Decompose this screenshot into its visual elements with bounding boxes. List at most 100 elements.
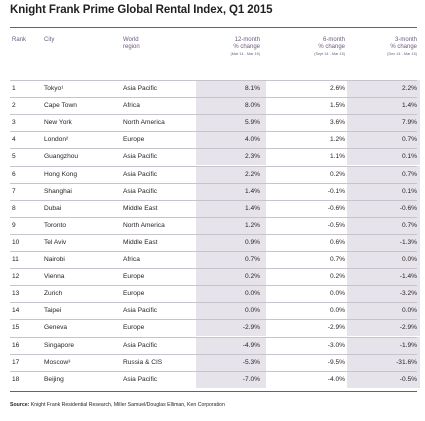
cell-6-month-change: 1.1% (329, 153, 345, 161)
header-3-month: 3-month % change (Dec 14 - Mar 15) (367, 37, 417, 57)
shade-band-12-month (196, 370, 266, 388)
source-text: Knight Frank Residential Research, Mille… (30, 402, 225, 408)
row-divider (10, 233, 417, 235)
header-3-month-line1: 3-month (394, 37, 417, 43)
cell-city: Taipei (44, 307, 62, 315)
cell-12-month-change: 0.2% (244, 273, 260, 281)
shade-band-3-month (347, 131, 420, 149)
cell-3-month-change: 0.7% (401, 221, 417, 229)
cell-rank: 2 (12, 102, 16, 110)
cell-6-month-change: 0.7% (329, 256, 345, 263)
cell-rank: 16 (12, 341, 20, 349)
shade-band-3-month (347, 285, 420, 303)
table-row: 6 Hong Kong Asia Pacific 2.2% 0.2% 0.7% (0, 165, 425, 183)
shade-band-3-month (347, 182, 420, 200)
table-header: Rank City World region 12-month % change… (0, 37, 425, 77)
row-divider (10, 114, 417, 115)
header-12-month-line2: % change (233, 44, 260, 51)
header-12-month: 12-month % change (Mar 14 - Mar 15) (210, 37, 260, 57)
shade-band-3-month (347, 148, 420, 166)
table-row: 5 Guangzhou Asia Pacific 2.3% 1.1% 0.1% (0, 148, 425, 166)
cell-12-month-change: 0.9% (244, 238, 260, 246)
header-6-month-line2: % change (318, 44, 345, 51)
cell-12-month-change: 1.4% (244, 204, 260, 212)
cell-region: North America (123, 119, 165, 127)
cell-rank: 7 (12, 187, 16, 195)
shade-band-3-month (347, 251, 420, 269)
cell-12-month-change: 2.3% (244, 153, 260, 161)
table-row: 2 Cape Town Africa 8.0% 1.5% 1.4% (0, 97, 425, 115)
cell-city: Moscow³ (44, 358, 71, 366)
cell-region: Europe (123, 136, 145, 144)
cell-city: Guangzhou (44, 153, 79, 161)
cell-12-month-change: 4.0% (244, 136, 260, 144)
cell-6-month-change: -2.9% (327, 324, 345, 332)
header-6-month-line1: 6-month (322, 37, 345, 43)
cell-12-month-change: 0.0% (244, 290, 260, 298)
header-6-month-range: (Sept 14 - Mar 15) (314, 52, 345, 57)
shade-band-3-month (347, 97, 420, 115)
cell-city: Shanghai (44, 187, 72, 195)
cell-6-month-change: -9.5% (327, 358, 345, 366)
cell-rank: 18 (12, 375, 20, 383)
cell-rank: 12 (12, 273, 20, 281)
cell-city: Nairobi (44, 256, 65, 263)
cell-3-month-change: 7.9% (401, 119, 417, 127)
cell-6-month-change: 0.2% (329, 170, 345, 178)
cell-rank: 17 (12, 358, 20, 366)
shade-band-12-month (196, 216, 266, 234)
header-6-month: 6-month % change (Sept 14 - Mar 15) (295, 37, 345, 57)
cell-6-month-change: 2.6% (329, 85, 345, 92)
shade-band-3-month (347, 319, 420, 337)
cell-region: Asia Pacific (123, 307, 158, 315)
cell-region: Asia Pacific (123, 153, 158, 161)
cell-region: Middle East (123, 204, 158, 212)
table-row: 7 Shanghai Asia Pacific 1.4% -0.1% 0.1% (0, 182, 425, 200)
bottom-divider (10, 391, 417, 392)
shade-band-12-month (196, 302, 266, 320)
cell-region: Middle East (123, 238, 158, 246)
cell-6-month-change: -4.0% (327, 375, 345, 383)
table-row: 9 Toronto North America 1.2% -0.5% 0.7% (0, 216, 425, 234)
cell-6-month-change: -0.6% (327, 204, 345, 212)
row-divider (10, 165, 417, 167)
cell-region: Asia Pacific (123, 375, 158, 383)
cell-12-month-change: -7.0% (242, 375, 260, 383)
shade-band-12-month (196, 199, 266, 217)
cell-3-month-change: 0.1% (401, 153, 417, 161)
cell-rank: 10 (12, 238, 20, 246)
header-region-line1: World (123, 37, 139, 43)
cell-region: Asia Pacific (123, 170, 158, 178)
cell-12-month-change: 8.1% (244, 85, 260, 92)
shade-band-3-month (347, 114, 420, 132)
table-row: 13 Zurich Europe 0.0% 0.0% -3.2% (0, 285, 425, 303)
shade-band-12-month (196, 268, 266, 286)
cell-12-month-change: 1.2% (244, 221, 260, 229)
cell-3-month-change: -0.6% (399, 204, 417, 212)
header-region: World region (123, 37, 140, 51)
cell-rank: 4 (12, 136, 16, 144)
cell-city: Dubai (44, 204, 62, 212)
cell-region: North America (123, 221, 165, 229)
cell-3-month-change: -31.6% (396, 358, 417, 366)
shade-band-12-month (196, 285, 266, 303)
cell-3-month-change: 2.2% (401, 85, 417, 92)
cell-region: Africa (123, 256, 140, 263)
shade-band-12-month (196, 165, 266, 183)
shade-band-12-month (196, 114, 266, 132)
shade-band-12-month (196, 353, 266, 371)
cell-region: Asia Pacific (123, 85, 158, 92)
shade-band-3-month (347, 80, 420, 98)
shade-band-3-month (347, 353, 420, 371)
cell-rank: 9 (12, 221, 16, 229)
cell-region: Asia Pacific (123, 341, 158, 349)
shade-band-3-month (347, 199, 420, 217)
cell-city: Hong Kong (44, 170, 77, 178)
table-row: 12 Vienna Europe 0.2% 0.2% -1.4% (0, 268, 425, 286)
cell-rank: 11 (12, 256, 19, 263)
cell-3-month-change: 0.0% (401, 307, 417, 315)
header-12-month-range: (Mar 14 - Mar 15) (230, 52, 260, 57)
cell-3-month-change: -3.2% (399, 290, 417, 298)
shade-band-12-month (196, 233, 266, 251)
table-row: 8 Dubai Middle East 1.4% -0.6% -0.6% (0, 199, 425, 217)
